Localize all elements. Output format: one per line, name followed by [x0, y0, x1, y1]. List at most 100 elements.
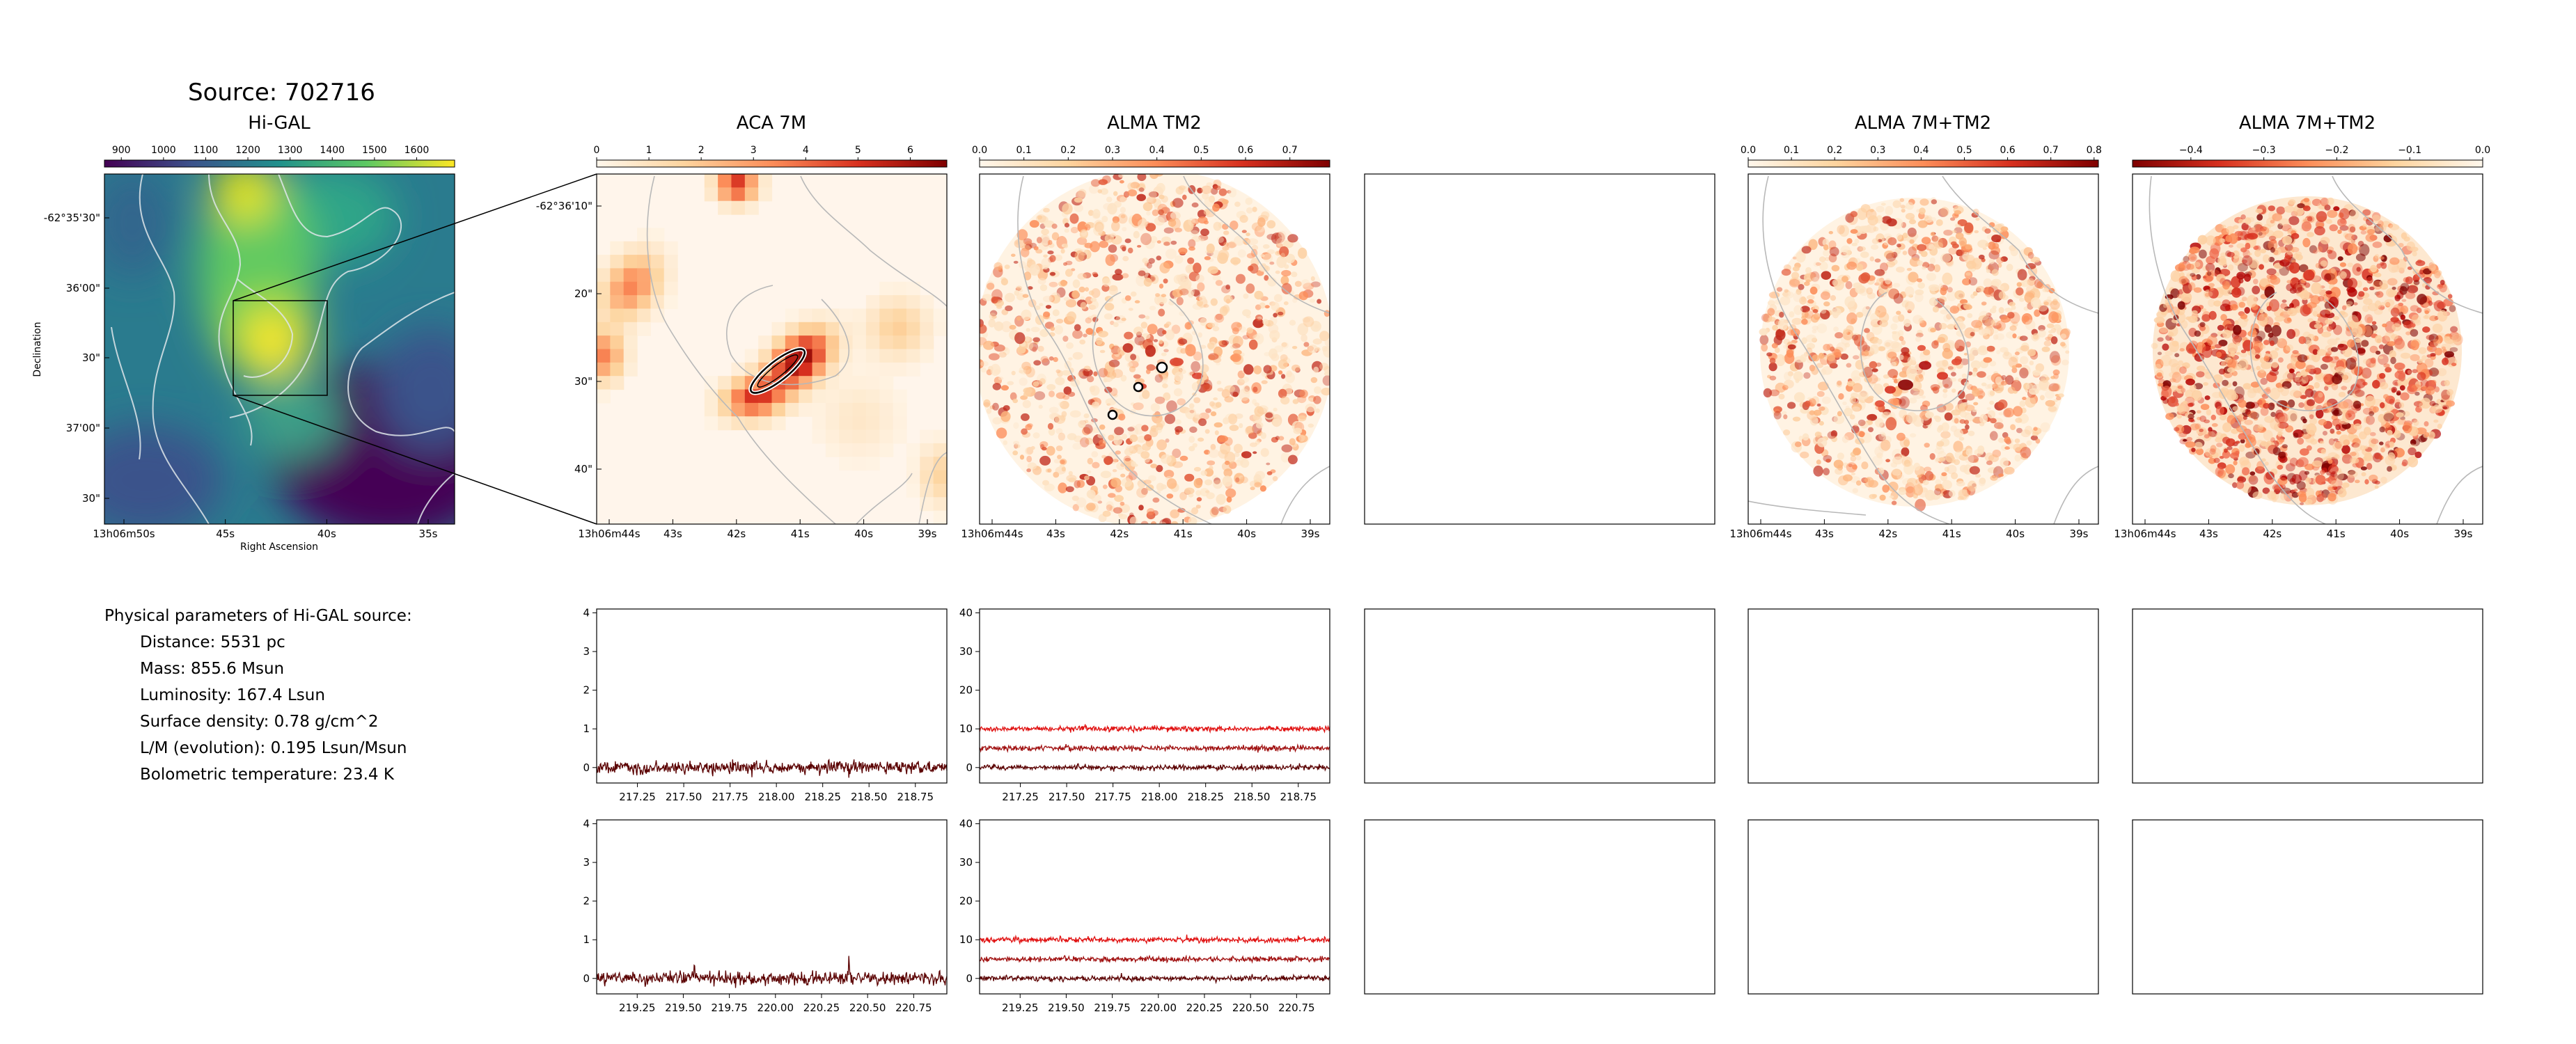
emission-peak: [1898, 379, 1913, 390]
noise-speckle: [2332, 478, 2343, 489]
noise-speckle: [1927, 263, 1935, 271]
noise-speckle: [1057, 454, 1062, 459]
noise-speckle: [2257, 386, 2265, 394]
colorbar-tick-label: −0.4: [2179, 145, 2203, 156]
noise-speckle: [2241, 259, 2247, 264]
noise-speckle: [2020, 345, 2029, 351]
noise-speckle: [2247, 475, 2256, 482]
noise-speckle: [2453, 333, 2463, 346]
noise-speckle: [1887, 287, 1899, 300]
noise-speckle: [2422, 326, 2430, 333]
noise-speckle: [1186, 287, 1195, 296]
noise-speckle: [2019, 346, 2027, 351]
noise-speckle: [2375, 291, 2384, 298]
noise-speckle: [1816, 390, 1825, 397]
noise-speckle: [2217, 324, 2224, 331]
noise-speckle: [1851, 472, 1855, 476]
noise-speckle: [1193, 397, 1201, 404]
noise-speckle: [1085, 223, 1091, 231]
noise-speckle: [2267, 491, 2277, 500]
spectrum-aca-window-2: 219.25 219.50 219.75 220.00 220.25 220.50 220.…: [583, 818, 948, 1014]
noise-speckle: [1319, 363, 1329, 370]
noise-speckle: [2225, 235, 2232, 243]
noise-speckle: [1145, 239, 1155, 249]
noise-speckle: [1025, 447, 1034, 455]
noise-speckle: [1127, 247, 1133, 254]
noise-speckle: [2042, 287, 2049, 292]
noise-speckle: [2227, 264, 2234, 271]
noise-speckle: [2248, 475, 2259, 485]
aca-pixel: [865, 429, 880, 444]
noise-speckle: [1946, 291, 1957, 301]
aca-pixel: [906, 457, 920, 471]
noise-speckle: [1179, 491, 1187, 500]
aca-pixel: [879, 429, 894, 444]
noise-speckle: [1261, 211, 1270, 219]
noise-speckle: [2357, 366, 2364, 373]
x-tick-label: 40s: [854, 528, 873, 540]
noise-speckle: [1039, 329, 1049, 338]
noise-speckle: [1297, 415, 1307, 422]
noise-speckle: [1855, 285, 1866, 294]
noise-speckle: [2232, 482, 2238, 489]
noise-speckle: [2158, 327, 2169, 335]
noise-speckle: [2307, 232, 2314, 237]
noise-speckle: [1816, 323, 1828, 333]
noise-speckle: [2244, 307, 2250, 314]
aca-pixel: [718, 376, 732, 390]
noise-speckle: [1260, 448, 1269, 457]
noise-speckle: [1810, 271, 1820, 282]
noise-speckle: [1866, 331, 1875, 341]
noise-speckle: [1961, 373, 1968, 379]
noise-speckle: [1846, 238, 1853, 244]
noise-speckle: [1106, 504, 1113, 512]
noise-speckle: [2236, 243, 2245, 249]
noise-speckle: [2327, 197, 2334, 205]
aca-pixel: [637, 268, 651, 283]
noise-speckle: [2347, 339, 2355, 348]
noise-speckle: [2325, 351, 2332, 356]
noise-speckle: [1987, 467, 1998, 474]
x-tick-label: 217.50: [1049, 791, 1085, 803]
noise-speckle: [2182, 400, 2188, 404]
noise-speckle: [1041, 258, 1051, 269]
noise-speckle: [1120, 244, 1126, 250]
noise-speckle: [1153, 339, 1159, 342]
noise-speckle: [2325, 219, 2333, 224]
aca-pixel: [852, 457, 867, 471]
noise-speckle: [1078, 189, 1087, 198]
aca-pixel: [852, 443, 867, 457]
noise-speckle: [1165, 438, 1170, 443]
noise-speckle: [2025, 425, 2033, 435]
noise-speckle: [2391, 334, 2398, 340]
noise-speckle: [2284, 317, 2292, 324]
noise-speckle: [2446, 400, 2456, 407]
noise-speckle: [2277, 223, 2283, 230]
noise-speckle: [1915, 374, 1924, 382]
noise-speckle: [1136, 487, 1147, 498]
aca-pixel: [597, 308, 611, 323]
noise-speckle: [2314, 381, 2320, 389]
noise-speckle: [1074, 250, 1085, 262]
noise-speckle: [2043, 301, 2049, 306]
noise-speckle: [1942, 480, 1953, 490]
noise-speckle: [2048, 386, 2057, 392]
noise-speckle: [2325, 319, 2333, 325]
noise-speckle: [2300, 502, 2304, 505]
aca-pixel: [812, 429, 826, 444]
noise-speckle: [1248, 339, 1258, 350]
noise-speckle: [1102, 278, 1111, 287]
noise-speckle: [2277, 412, 2288, 423]
noise-speckle: [1072, 443, 1082, 450]
noise-speckle: [1930, 328, 1936, 333]
noise-speckle: [2410, 305, 2419, 312]
noise-speckle: [2270, 247, 2275, 253]
noise-speckle: [2015, 363, 2023, 368]
noise-speckle: [2315, 320, 2320, 324]
aca-pixel: [704, 416, 718, 431]
noise-speckle: [1998, 412, 2004, 416]
aca-pixel: [920, 457, 934, 471]
noise-speckle: [2400, 314, 2405, 320]
noise-speckle: [2254, 466, 2265, 474]
noise-speckle: [1885, 278, 1892, 285]
